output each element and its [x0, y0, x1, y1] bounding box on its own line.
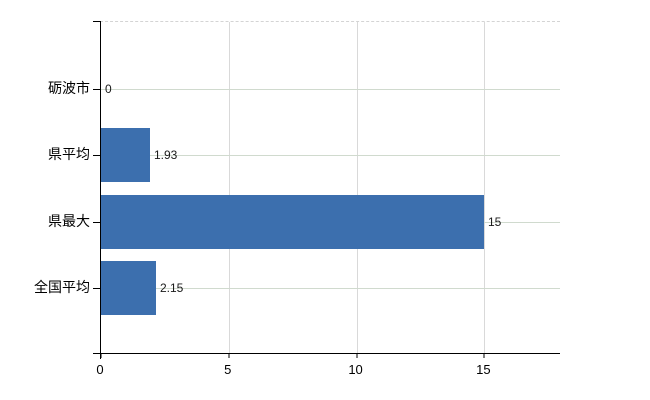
value-label: 2.15: [160, 281, 184, 296]
gridline-vertical: [484, 22, 486, 353]
y-axis-tick: [93, 88, 101, 90]
x-axis-tick: [100, 353, 102, 358]
category-label: 全国平均: [34, 279, 90, 296]
gridline-vertical: [356, 22, 358, 353]
plot-area: 0 1.93 15 2.15: [93, 21, 560, 359]
category-label: 県最大: [48, 212, 90, 229]
x-axis-tick: [483, 353, 485, 358]
bar: [101, 194, 484, 249]
x-axis-tick: [356, 353, 358, 358]
x-tick-label: 10: [348, 362, 363, 377]
bar: [101, 261, 156, 316]
gridline-vertical: [228, 22, 230, 353]
value-label: 0: [105, 81, 112, 96]
value-label: 1.93: [154, 148, 178, 163]
gridline-horizontal: [101, 288, 560, 290]
y-axis-top-tick: [93, 21, 101, 22]
gridline-horizontal: [101, 155, 560, 157]
y-axis-tick: [93, 221, 101, 223]
bar: [101, 128, 150, 183]
x-tick-label: 15: [476, 362, 491, 377]
x-tick-label: 0: [96, 362, 104, 377]
y-axis-tick: [93, 155, 101, 157]
x-axis-tick: [228, 353, 230, 358]
y-axis-bottom-extension: [100, 353, 101, 359]
category-label: 砺波市: [48, 79, 90, 96]
x-tick-label: 5: [224, 362, 232, 377]
value-label: 15: [488, 214, 502, 229]
y-axis-tick: [93, 288, 101, 290]
category-label: 県平均: [48, 146, 90, 163]
gridline-horizontal: [101, 88, 560, 90]
x-axis-left-extension: [93, 353, 101, 354]
